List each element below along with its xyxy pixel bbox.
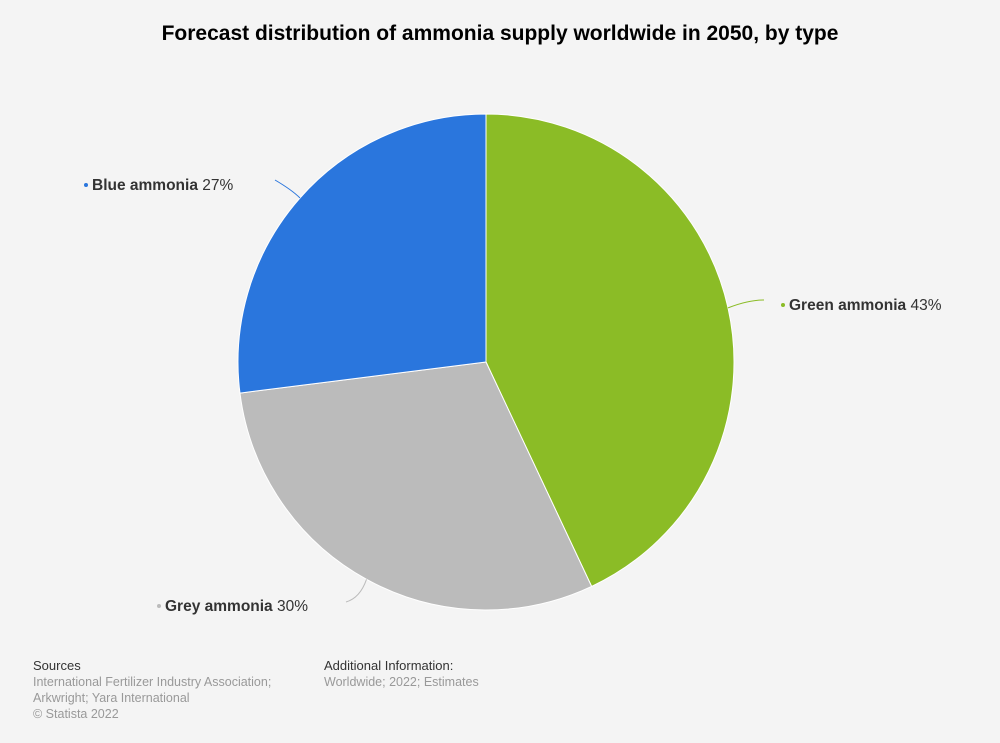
additional-info-text: Worldwide; 2022; Estimates — [324, 675, 479, 689]
additional-info-heading: Additional Information: — [324, 658, 454, 673]
label-bullet-blue-ammonia — [84, 183, 88, 187]
connector-blue-ammonia — [274, 179, 301, 199]
additional-info-block: Additional Information: Worldwide; 2022;… — [324, 657, 624, 690]
slice-labels: Green ammonia 43% Grey ammonia 30% Blue am… — [84, 177, 942, 615]
pie-slice-blue-ammonia[interactable] — [237, 113, 487, 394]
pie-slice-green-ammonia[interactable] — [485, 113, 735, 588]
label-bullet-green-ammonia — [781, 303, 785, 307]
chart-title: Forecast distribution of ammonia supply … — [161, 22, 839, 45]
sources-line-1[interactable]: International Fertilizer Industry Associ… — [33, 675, 272, 689]
connector-green-ammonia — [727, 299, 765, 309]
slice-label-green-ammonia: Green ammonia 43% — [789, 297, 942, 314]
sources-block: Sources International Fertilizer Industr… — [33, 657, 293, 722]
slice-label-grey-ammonia: Grey ammonia 30% — [165, 598, 308, 615]
label-connectors — [274, 179, 765, 603]
label-bullet-grey-ammonia — [157, 604, 161, 608]
connector-grey-ammonia — [345, 579, 367, 603]
sources-heading: Sources — [33, 658, 81, 673]
sources-line-2[interactable]: Arkwright; Yara International — [33, 691, 190, 705]
slice-label-blue-ammonia: Blue ammonia 27% — [92, 177, 234, 194]
copyright[interactable]: © Statista 2022 — [33, 707, 119, 721]
pie-slice-grey-ammonia[interactable] — [239, 361, 593, 611]
pie-slices — [237, 113, 735, 611]
